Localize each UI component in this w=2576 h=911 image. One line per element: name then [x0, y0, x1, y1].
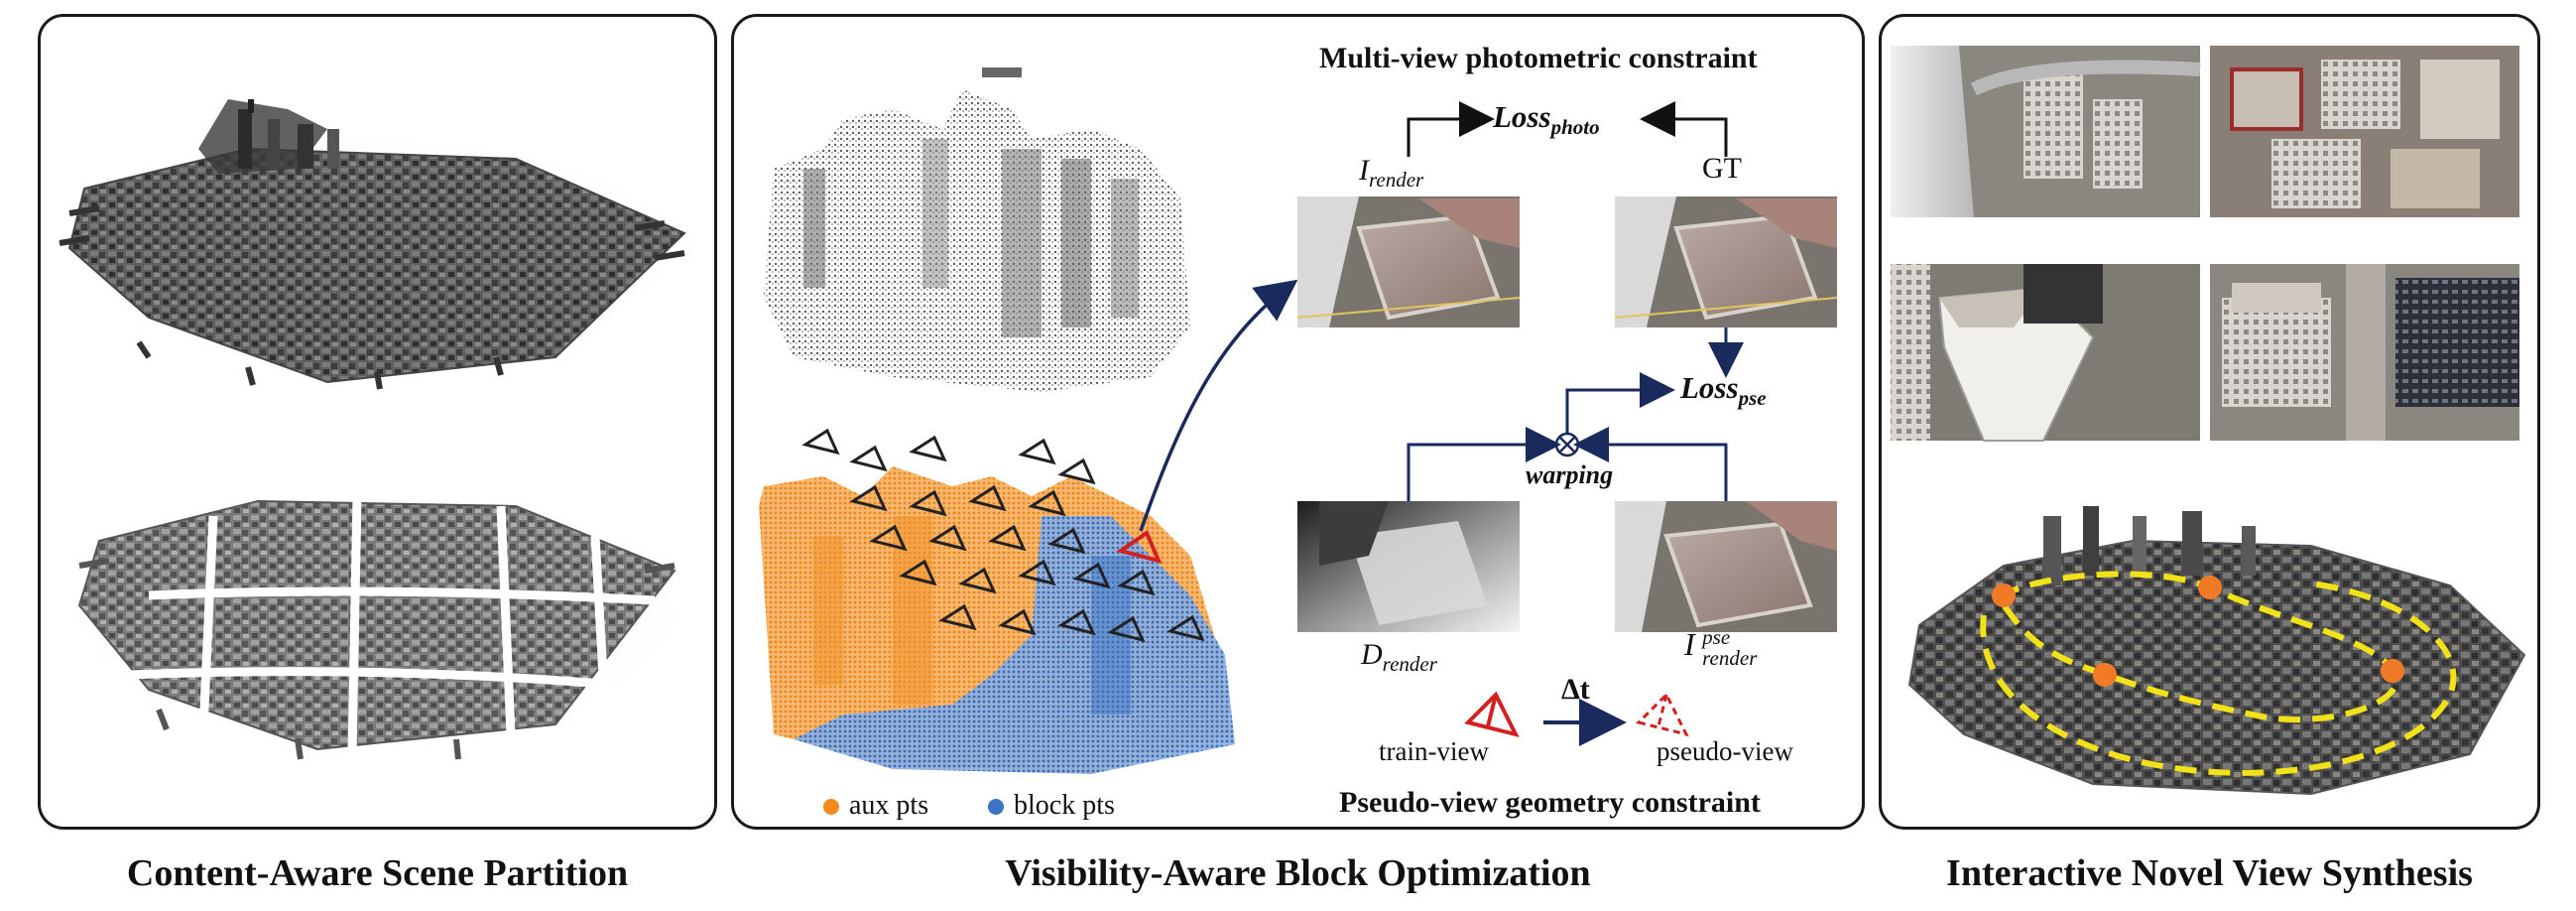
d-render-sub: render: [1382, 652, 1437, 676]
loss-photo-label: Lossphoto: [1493, 99, 1600, 140]
delta-t-label: Δt: [1561, 673, 1590, 706]
warp-to-loss-pse-arrow: [1565, 372, 1675, 434]
legend-aux-label: aux pts: [849, 790, 929, 821]
camera-trajectory-outer: [1980, 581, 2457, 776]
loss-photo-sub: photo: [1550, 115, 1600, 140]
render-to-loss-photo-arrow: [1407, 101, 1495, 157]
gt-label: GT: [1702, 152, 1742, 185]
i-pse-render-label: I pse render: [1684, 627, 1757, 669]
i-render-sub: render: [1369, 168, 1424, 192]
pseudo-view-camera: [1636, 692, 1689, 737]
depth-image: [1297, 501, 1520, 632]
legend-block-dot: [988, 799, 1004, 815]
caption-block-optimization: Visibility-Aware Block Optimization: [1005, 852, 1591, 894]
novel-view-4: [2210, 264, 2519, 441]
d-render-label: Drender: [1361, 638, 1437, 677]
novel-view-1: [1891, 46, 2201, 217]
viewpoint-marker: [1992, 584, 2016, 607]
selected-camera: [1116, 529, 1163, 564]
depth-to-warp-arrow: [1407, 427, 1561, 501]
viewpoint-marker: [2198, 576, 2222, 599]
i-render-label: Irender: [1359, 154, 1423, 193]
legend-block-label: block pts: [1014, 790, 1115, 821]
loss-photo-main: Loss: [1493, 99, 1551, 134]
render-image: [1296, 196, 1521, 327]
viewpoint-marker: [2381, 659, 2404, 683]
gt-to-loss-photo-arrow: [1640, 101, 1728, 157]
novel-view-2: [2210, 46, 2519, 217]
city-pointcloud-top: [50, 99, 704, 390]
caption-view-synthesis: Interactive Novel View Synthesis: [1946, 852, 2473, 894]
city-reconstruction: [1885, 506, 2539, 814]
train-view-camera: [1464, 691, 1520, 737]
i-render-main: I: [1359, 154, 1369, 187]
loss-pse-sub: pse: [1738, 386, 1767, 411]
loss-pse-label: Losspse: [1680, 370, 1767, 411]
warping-label: warping: [1526, 460, 1614, 489]
sparse-pointcloud: [764, 67, 1190, 392]
i-pse-sup: pse: [1702, 625, 1731, 649]
d-render-main: D: [1361, 638, 1383, 671]
caption-scene-partition: Content-Aware Scene Partition: [126, 852, 629, 894]
legend-aux-dot: [823, 799, 839, 815]
camera-to-render-arrow: [1139, 279, 1298, 532]
geometry-constraint-title: Pseudo-view geometry constraint: [1339, 786, 1761, 819]
train-view-label: train-view: [1379, 736, 1489, 766]
camera-frusta: [801, 428, 1205, 643]
i-pse-main: I: [1684, 625, 1695, 662]
novel-view-3: [1891, 264, 2200, 442]
gt-image: [1614, 196, 1838, 327]
viewpoint-marker: [2093, 663, 2117, 687]
pseudo-view-label: pseudo-view: [1656, 736, 1793, 766]
photometric-constraint-title: Multi-view photometric constraint: [1319, 42, 1758, 74]
pseudo-to-warp-arrow: [1573, 427, 1728, 501]
loss-pse-main: Loss: [1680, 370, 1739, 405]
pseudo-render-image: [1615, 501, 1837, 632]
city-pointcloud-partitioned: [50, 486, 704, 760]
i-pse-sub: render: [1702, 646, 1758, 670]
